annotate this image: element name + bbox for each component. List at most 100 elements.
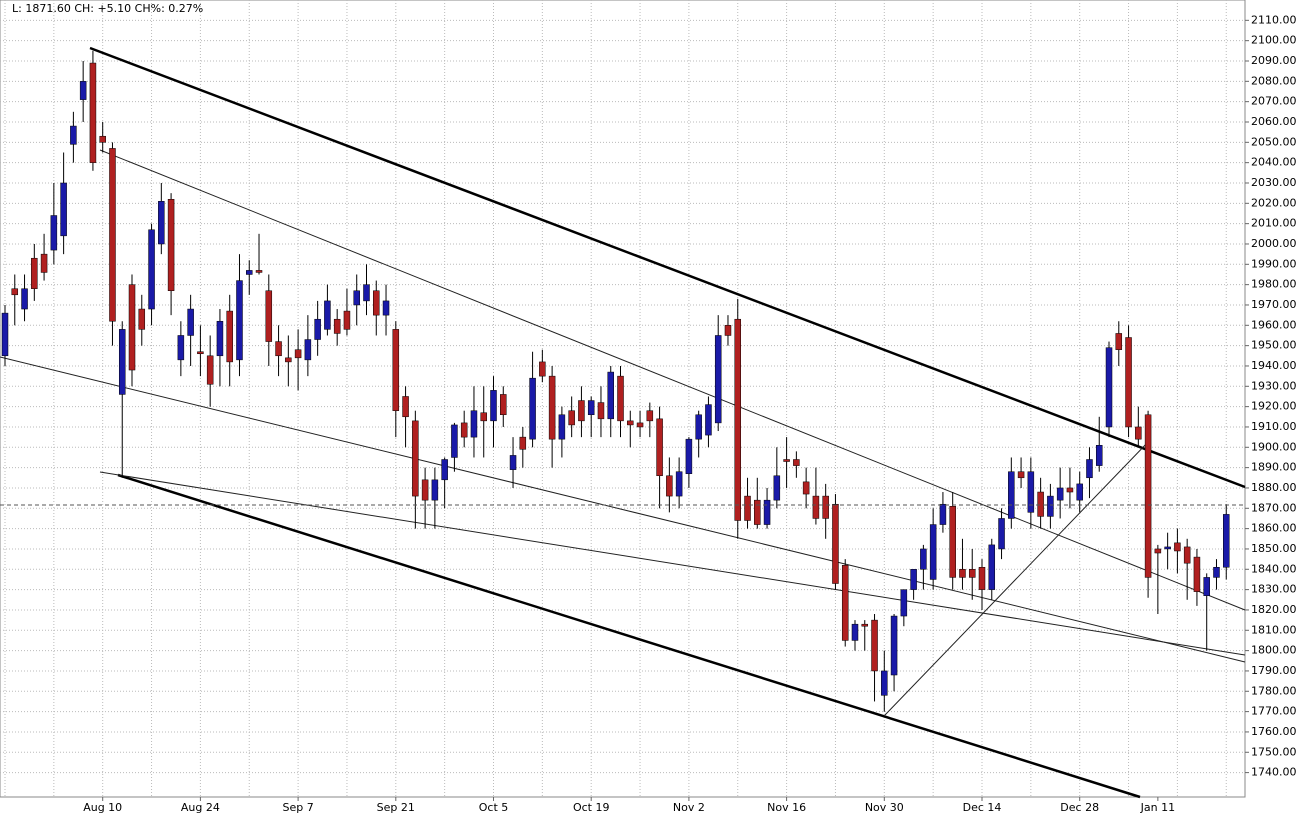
candle-body bbox=[841, 564, 849, 641]
candle-body bbox=[1086, 459, 1093, 479]
candle-body bbox=[832, 503, 839, 584]
grid bbox=[0, 0, 1245, 797]
y-tick-label: 2070.00 bbox=[1251, 95, 1297, 108]
candle-body bbox=[607, 371, 614, 420]
candle-body bbox=[959, 569, 966, 578]
y-tick-label: 2080.00 bbox=[1251, 74, 1297, 87]
candle-body bbox=[255, 270, 263, 273]
candle-body bbox=[724, 325, 732, 336]
x-tick-label: Aug 10 bbox=[83, 801, 122, 814]
candle-body bbox=[109, 148, 116, 322]
trend-line bbox=[884, 439, 1151, 716]
candle-body bbox=[1095, 445, 1103, 466]
candle-body bbox=[1066, 487, 1074, 493]
candle-body bbox=[978, 567, 986, 590]
candle-body bbox=[783, 459, 790, 462]
candle-body bbox=[636, 422, 644, 428]
x-tick-label: Nov 2 bbox=[673, 801, 705, 814]
candle-body bbox=[490, 390, 497, 422]
y-tick-label: 1960.00 bbox=[1251, 318, 1297, 331]
candle-body bbox=[421, 479, 429, 501]
candle-body bbox=[197, 351, 204, 355]
candle-body bbox=[451, 424, 458, 458]
candle-body bbox=[314, 318, 321, 340]
candle-body bbox=[1115, 333, 1123, 350]
y-tick-label: 1990.00 bbox=[1251, 257, 1297, 270]
candle-body bbox=[871, 619, 878, 672]
trend-line bbox=[99, 149, 1246, 611]
candle-body bbox=[558, 414, 566, 440]
candle-body bbox=[548, 375, 556, 440]
candle-body bbox=[1174, 542, 1181, 552]
candle-body bbox=[754, 499, 761, 525]
y-tick-label: 2000.00 bbox=[1251, 237, 1297, 250]
candle-body bbox=[1105, 347, 1113, 428]
candle-body bbox=[1144, 414, 1152, 578]
candle-body bbox=[50, 215, 58, 251]
candle-body bbox=[812, 495, 820, 519]
x-tick-label: Dec 14 bbox=[963, 801, 1002, 814]
candle-body bbox=[656, 418, 663, 477]
candle-body bbox=[246, 270, 253, 275]
candle-body bbox=[968, 569, 976, 578]
candle-body bbox=[285, 357, 292, 363]
candle-body bbox=[353, 290, 360, 306]
candles bbox=[1, 50, 1230, 712]
candle-body bbox=[158, 201, 165, 245]
candle-body bbox=[148, 229, 155, 310]
candle-body bbox=[216, 320, 224, 357]
candle-body bbox=[900, 589, 908, 617]
x-tick-label: Dec 28 bbox=[1060, 801, 1099, 814]
y-tick-label: 1830.00 bbox=[1251, 583, 1297, 596]
candle-body bbox=[40, 253, 48, 273]
candle-body bbox=[714, 335, 722, 424]
y-tick-label: 1940.00 bbox=[1251, 359, 1297, 372]
candle-body bbox=[138, 308, 146, 330]
x-tick-label: Nov 16 bbox=[767, 801, 806, 814]
candle-body bbox=[695, 414, 702, 440]
candle-body bbox=[431, 479, 439, 501]
candle-body bbox=[1135, 426, 1142, 440]
candle-body bbox=[773, 475, 781, 501]
candle-body bbox=[1213, 567, 1220, 578]
y-tick-label: 1800.00 bbox=[1251, 644, 1297, 657]
x-tick-label: Aug 24 bbox=[181, 801, 220, 814]
candle-body bbox=[578, 400, 585, 422]
x-tick-label: Jan 11 bbox=[1140, 801, 1175, 814]
header-readout: L: 1871.60 CH: +5.10 CH%: 0.27% bbox=[12, 2, 203, 15]
candle-body bbox=[236, 280, 243, 361]
candle-body bbox=[851, 623, 859, 641]
candle-body bbox=[128, 284, 136, 371]
candle-body bbox=[333, 318, 341, 334]
y-tick-label: 1750.00 bbox=[1251, 745, 1297, 758]
candle-body bbox=[21, 288, 28, 310]
candle-body bbox=[998, 518, 1005, 550]
y-tick-label: 1880.00 bbox=[1251, 481, 1297, 494]
candle-body bbox=[539, 361, 546, 377]
y-tick-label: 1740.00 bbox=[1251, 766, 1297, 779]
candle-body bbox=[802, 481, 810, 495]
y-tick-label: 1950.00 bbox=[1251, 339, 1297, 352]
candle-body bbox=[793, 459, 800, 466]
candle-body bbox=[597, 402, 605, 420]
candle-body bbox=[324, 300, 331, 330]
y-tick-label: 2090.00 bbox=[1251, 54, 1297, 67]
candle-body bbox=[363, 284, 370, 302]
candle-body bbox=[1017, 471, 1025, 479]
candle-body bbox=[373, 290, 380, 316]
candle-body bbox=[920, 548, 927, 570]
y-tick-label: 1770.00 bbox=[1251, 705, 1297, 718]
candle-body bbox=[910, 569, 917, 590]
candle-body bbox=[304, 339, 312, 361]
candle-body bbox=[500, 394, 507, 416]
y-tick-label: 1900.00 bbox=[1251, 440, 1297, 453]
y-tick-label: 2040.00 bbox=[1251, 156, 1297, 169]
candle-body bbox=[568, 410, 575, 426]
candle-body bbox=[822, 495, 829, 519]
candle-body bbox=[744, 495, 751, 521]
candle-body bbox=[949, 506, 956, 578]
candle-body bbox=[441, 459, 448, 481]
candle-body bbox=[685, 438, 693, 474]
candle-body bbox=[529, 377, 536, 440]
